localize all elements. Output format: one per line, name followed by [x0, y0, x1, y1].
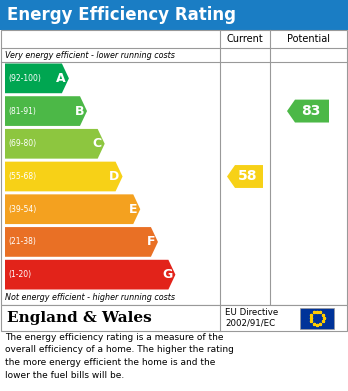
Text: 83: 83	[301, 104, 321, 118]
Text: G: G	[162, 268, 172, 281]
Text: C: C	[93, 137, 102, 150]
Text: (1-20): (1-20)	[8, 270, 31, 279]
Text: B: B	[74, 104, 84, 118]
Polygon shape	[5, 194, 140, 224]
Text: Not energy efficient - higher running costs: Not energy efficient - higher running co…	[5, 294, 175, 303]
Text: A: A	[56, 72, 66, 85]
Text: 58: 58	[238, 170, 258, 183]
Polygon shape	[5, 96, 87, 126]
Text: Current: Current	[227, 34, 263, 44]
Bar	[1, 305, 347, 331]
Polygon shape	[287, 100, 329, 122]
Polygon shape	[5, 161, 122, 191]
Text: (55-68): (55-68)	[8, 172, 36, 181]
Text: The energy efficiency rating is a measure of the
overall efficiency of a home. T: The energy efficiency rating is a measur…	[5, 333, 234, 380]
Text: (21-38): (21-38)	[8, 237, 36, 246]
Bar	[300, 307, 334, 328]
Text: F: F	[147, 235, 155, 248]
Text: D: D	[109, 170, 120, 183]
Bar	[0, 0, 348, 30]
Text: Energy Efficiency Rating: Energy Efficiency Rating	[7, 6, 236, 24]
Text: (81-91): (81-91)	[8, 107, 36, 116]
Text: England & Wales: England & Wales	[7, 311, 152, 325]
Text: E: E	[129, 203, 137, 216]
Bar	[1, 30, 347, 305]
Text: Very energy efficient - lower running costs: Very energy efficient - lower running co…	[5, 50, 175, 59]
Text: (92-100): (92-100)	[8, 74, 41, 83]
Polygon shape	[5, 129, 105, 159]
Polygon shape	[227, 165, 263, 188]
Polygon shape	[5, 227, 158, 257]
Text: (39-54): (39-54)	[8, 205, 36, 214]
Text: Potential: Potential	[286, 34, 330, 44]
Polygon shape	[5, 260, 175, 289]
Polygon shape	[5, 63, 69, 93]
Text: (69-80): (69-80)	[8, 139, 36, 148]
Text: EU Directive
2002/91/EC: EU Directive 2002/91/EC	[225, 308, 278, 328]
